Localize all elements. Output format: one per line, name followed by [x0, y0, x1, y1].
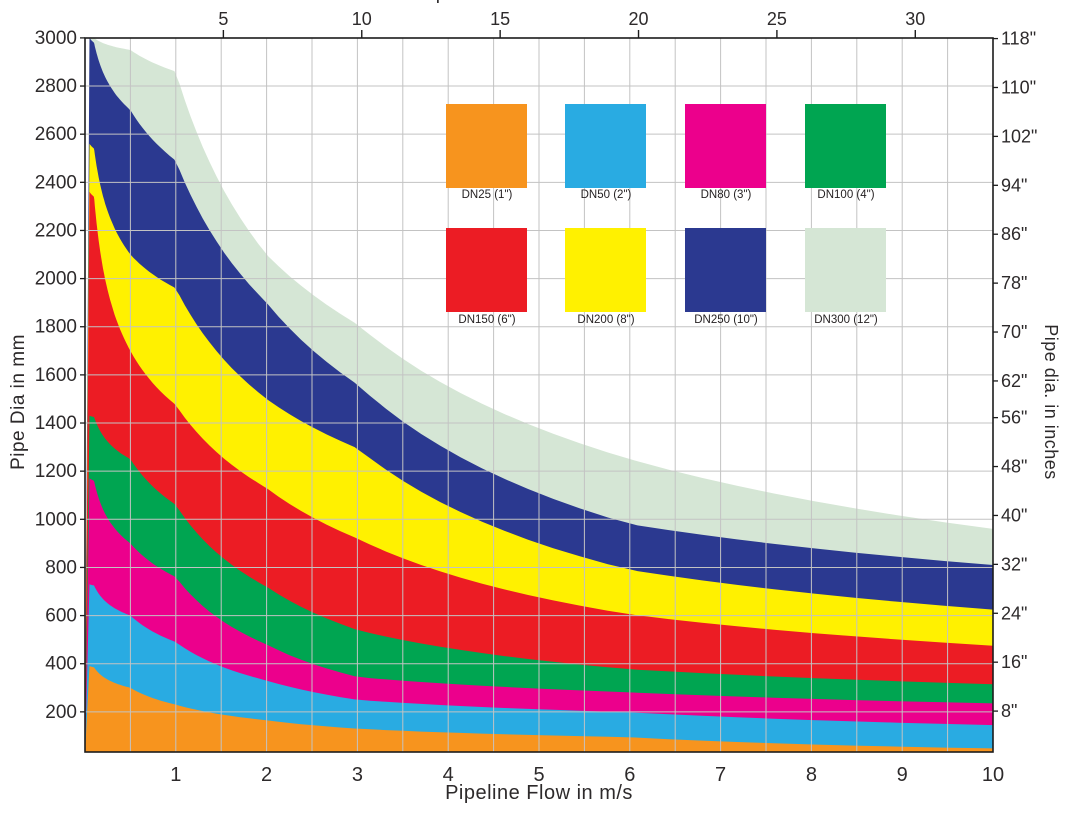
svg-text:10: 10 [982, 764, 1004, 786]
svg-text:25: 25 [767, 9, 787, 29]
dn300-label: DN300 (12") [814, 314, 878, 326]
svg-text:4: 4 [443, 764, 454, 786]
svg-text:200: 200 [45, 702, 77, 723]
dn200-swatch [565, 228, 646, 312]
top-axis-title: Pipeline Flow in ft/s [380, 0, 630, 5]
svg-text:1600: 1600 [35, 365, 77, 386]
svg-text:70": 70" [1001, 322, 1027, 342]
svg-text:800: 800 [45, 557, 77, 578]
dn300-swatch [805, 228, 886, 312]
svg-text:5: 5 [533, 764, 544, 786]
svg-text:1400: 1400 [35, 413, 77, 434]
svg-text:8: 8 [806, 764, 817, 786]
svg-text:102": 102" [1001, 126, 1037, 146]
left-axis-title: Pipe Dia in mm [8, 334, 29, 470]
svg-text:2000: 2000 [35, 269, 77, 290]
svg-text:86": 86" [1001, 224, 1027, 244]
svg-text:48": 48" [1001, 457, 1027, 477]
svg-text:2200: 2200 [35, 220, 77, 241]
dn100-swatch [805, 104, 886, 188]
svg-text:2600: 2600 [35, 124, 77, 145]
bottom-axis-title: Pipeline Flow in m/s [445, 782, 633, 804]
svg-text:20: 20 [629, 9, 649, 29]
right-axis-title: Pipe dia. in inches [1041, 324, 1061, 480]
axis-tick-labels: 5 10 15 20 25 30 1 2 3 4 5 6 7 8 9 10 200 400 600 800 1000 12… [35, 9, 1038, 786]
svg-text:1200: 1200 [35, 461, 77, 482]
dn250-swatch [685, 228, 766, 312]
svg-text:30: 30 [905, 9, 925, 29]
dn80-label: DN80 (3") [700, 189, 752, 201]
plot-frame [84, 37, 994, 753]
svg-text:2800: 2800 [35, 76, 77, 97]
svg-text:3000: 3000 [35, 28, 77, 49]
svg-text:2400: 2400 [35, 172, 77, 193]
svg-text:6: 6 [624, 764, 635, 786]
svg-text:78": 78" [1001, 273, 1027, 293]
dn150-swatch [446, 228, 527, 312]
svg-text:5: 5 [218, 9, 228, 29]
svg-text:110": 110" [1001, 77, 1036, 97]
svg-text:1800: 1800 [35, 317, 77, 338]
svg-text:400: 400 [45, 654, 77, 675]
svg-text:62": 62" [1001, 371, 1027, 391]
svg-text:15: 15 [490, 9, 510, 29]
svg-text:94": 94" [1001, 175, 1027, 195]
dn25-label: DN25 (1") [461, 189, 513, 201]
svg-text:40": 40" [1001, 505, 1027, 525]
dn100-label: DN100 (4") [817, 189, 875, 201]
svg-text:7: 7 [715, 764, 726, 786]
dn200-label: DN200 (8") [577, 314, 635, 326]
svg-text:9: 9 [897, 764, 908, 786]
svg-text:2: 2 [261, 764, 272, 786]
svg-text:10: 10 [352, 9, 372, 29]
svg-text:56": 56" [1001, 408, 1027, 428]
dn150-label: DN150 (6") [458, 314, 516, 326]
svg-text:8": 8" [1001, 701, 1017, 721]
svg-text:118": 118" [1001, 29, 1036, 49]
dn50-label: DN50 (2") [580, 189, 632, 201]
svg-text:600: 600 [45, 606, 77, 627]
svg-text:1000: 1000 [35, 509, 77, 530]
dn50-swatch [565, 104, 646, 188]
svg-text:1: 1 [170, 764, 181, 786]
dn25-swatch [446, 104, 527, 188]
dn250-label: DN250 (10") [694, 314, 758, 326]
svg-text:24": 24" [1001, 603, 1027, 623]
svg-text:32": 32" [1001, 554, 1027, 574]
dn80-swatch [685, 104, 766, 188]
axis-ticks [80, 30, 998, 713]
svg-text:3: 3 [352, 764, 363, 786]
svg-text:16": 16" [1001, 652, 1027, 672]
